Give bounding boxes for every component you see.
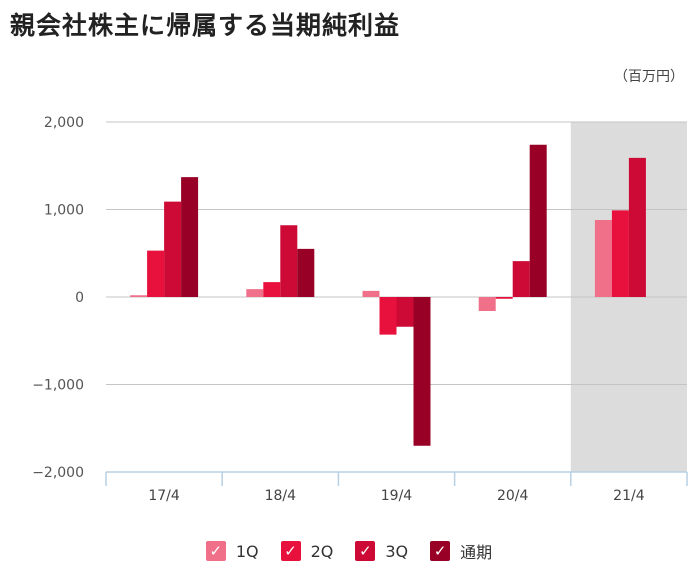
bar-1q-21-4[interactable]	[594, 220, 612, 297]
legend-checkbox-2q[interactable]: ✓	[280, 541, 301, 561]
bar-1q-20-4[interactable]	[478, 297, 496, 311]
bar-2q-21-4[interactable]	[611, 210, 629, 297]
page-title: 親会社株主に帰属する当期純利益	[10, 11, 401, 40]
legend-item-3q[interactable]: ✓ 3Q	[355, 541, 408, 561]
check-icon: ✓	[359, 541, 372, 560]
legend-label-2q: 2Q	[310, 541, 334, 561]
x-tick-label: 17/4	[148, 488, 180, 504]
x-tick-label: 19/4	[381, 488, 413, 504]
check-icon: ✓	[433, 541, 447, 560]
legend-checkbox-1q[interactable]: ✓	[205, 541, 226, 561]
legend: ✓ 1Q ✓ 2Q ✓ 3Q ✓ 通期	[0, 536, 698, 566]
x-tick-label: 18/4	[265, 488, 297, 504]
bar-2q-18-4[interactable]	[263, 282, 281, 297]
bar-1q-18-4[interactable]	[246, 289, 264, 297]
legend-item-fullyear[interactable]: ✓ 通期	[430, 539, 492, 563]
bar-1q-19-4[interactable]	[362, 290, 380, 297]
y-tick-label: 2,000	[44, 115, 84, 131]
bar-fullyear-18-4[interactable]	[297, 248, 315, 297]
check-icon: ✓	[209, 541, 223, 560]
legend-item-2q[interactable]: ✓ 2Q	[280, 541, 334, 561]
bar-3q-17-4[interactable]	[164, 201, 182, 297]
bar-fullyear-19-4[interactable]	[413, 297, 431, 446]
legend-label-3q: 3Q	[385, 541, 409, 561]
bar-2q-19-4[interactable]	[379, 297, 397, 335]
bar-3q-21-4[interactable]	[628, 157, 646, 297]
x-tick-label: 20/4	[497, 488, 529, 504]
legend-label-1q: 1Q	[235, 541, 259, 561]
bar-3q-19-4[interactable]	[396, 297, 414, 327]
bar-fullyear-17-4[interactable]	[181, 177, 199, 297]
bar-1q-17-4[interactable]	[130, 295, 148, 297]
y-tick-label: 0	[75, 290, 84, 306]
bar-3q-20-4[interactable]	[512, 261, 530, 297]
bar-2q-17-4[interactable]	[147, 250, 165, 297]
legend-item-1q[interactable]: ✓ 1Q	[205, 541, 259, 561]
bar-fullyear-20-4[interactable]	[529, 144, 547, 297]
y-tick-label: 1,000	[44, 203, 84, 219]
y-tick-label: −1,000	[32, 378, 84, 394]
unit-label: （百万円）	[614, 69, 684, 85]
bar-chart: 2,000 1,000 0 −1,000 −2,000 17/4 18/4 19/4 20/4 2…	[32, 115, 688, 504]
check-icon: ✓	[284, 541, 297, 560]
legend-checkbox-fullyear[interactable]: ✓	[430, 541, 451, 561]
y-tick-label: −2,000	[32, 465, 84, 481]
legend-label-fullyear: 通期	[460, 543, 493, 562]
x-tick-label: 21/4	[613, 488, 645, 504]
legend-checkbox-3q[interactable]: ✓	[355, 541, 376, 561]
bar-3q-18-4[interactable]	[280, 225, 298, 297]
bar-2q-20-4[interactable]	[495, 297, 513, 299]
